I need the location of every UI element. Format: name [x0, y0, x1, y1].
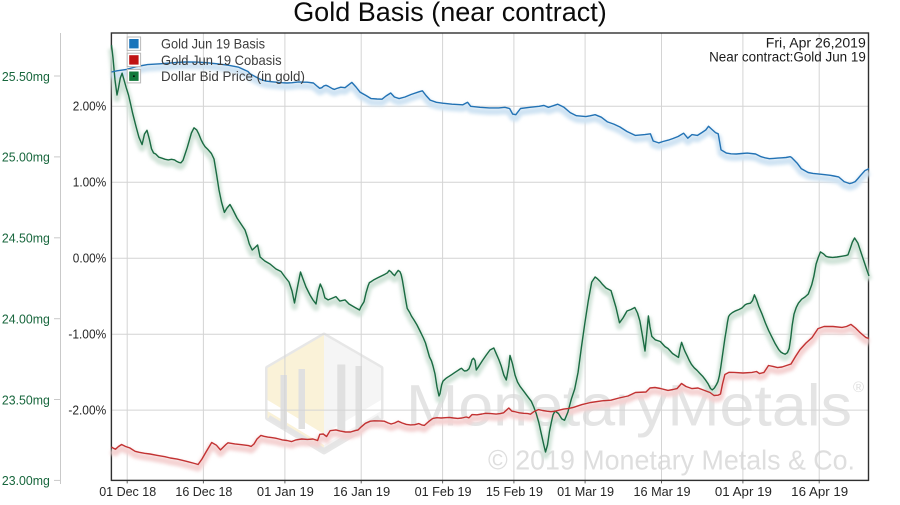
svg-text:16 Apr 19: 16 Apr 19 — [791, 485, 848, 499]
svg-text:MonetaryMetals: MonetaryMetals — [406, 374, 852, 439]
svg-text:2.00%: 2.00% — [73, 99, 107, 114]
svg-text:Dollar Bid Price (in gold): Dollar Bid Price (in gold) — [161, 68, 305, 84]
svg-text:25.50mg: 25.50mg — [2, 69, 50, 84]
svg-text:0.00%: 0.00% — [73, 251, 107, 266]
svg-text:25.00mg: 25.00mg — [2, 150, 50, 165]
svg-text:01 Dec 18: 01 Dec 18 — [99, 485, 156, 499]
svg-text:01 Apr 19: 01 Apr 19 — [715, 485, 772, 499]
svg-text:Gold Jun 19 Cobasis: Gold Jun 19 Cobasis — [161, 52, 282, 68]
svg-text:-2.00%: -2.00% — [68, 403, 106, 418]
svg-text:01 Jan 19: 01 Jan 19 — [257, 485, 314, 499]
svg-text:Gold Jun 19 Basis: Gold Jun 19 Basis — [161, 36, 265, 52]
svg-text:-1.00%: -1.00% — [68, 327, 106, 342]
svg-text:23.50mg: 23.50mg — [2, 392, 50, 407]
svg-text:®: ® — [853, 379, 864, 396]
svg-text:Near contract:Gold Jun 19: Near contract:Gold Jun 19 — [709, 50, 866, 65]
svg-text:16 Mar 19: 16 Mar 19 — [634, 485, 691, 499]
svg-text:01 Mar 19: 01 Mar 19 — [557, 485, 614, 499]
svg-text:Fri, Apr 26,2019: Fri, Apr 26,2019 — [766, 35, 866, 50]
svg-text:15 Feb 19: 15 Feb 19 — [486, 485, 543, 499]
svg-text:24.50mg: 24.50mg — [2, 231, 50, 246]
svg-text:01 Feb 19: 01 Feb 19 — [415, 485, 472, 499]
svg-text:23.00mg: 23.00mg — [2, 473, 50, 488]
svg-text:1.00%: 1.00% — [73, 175, 107, 190]
svg-text:24.00mg: 24.00mg — [2, 312, 50, 327]
svg-text:Gold Basis (near contract): Gold Basis (near contract) — [293, 0, 607, 27]
svg-text:16 Dec 18: 16 Dec 18 — [175, 485, 232, 499]
svg-text:16 Jan 19: 16 Jan 19 — [333, 485, 390, 499]
